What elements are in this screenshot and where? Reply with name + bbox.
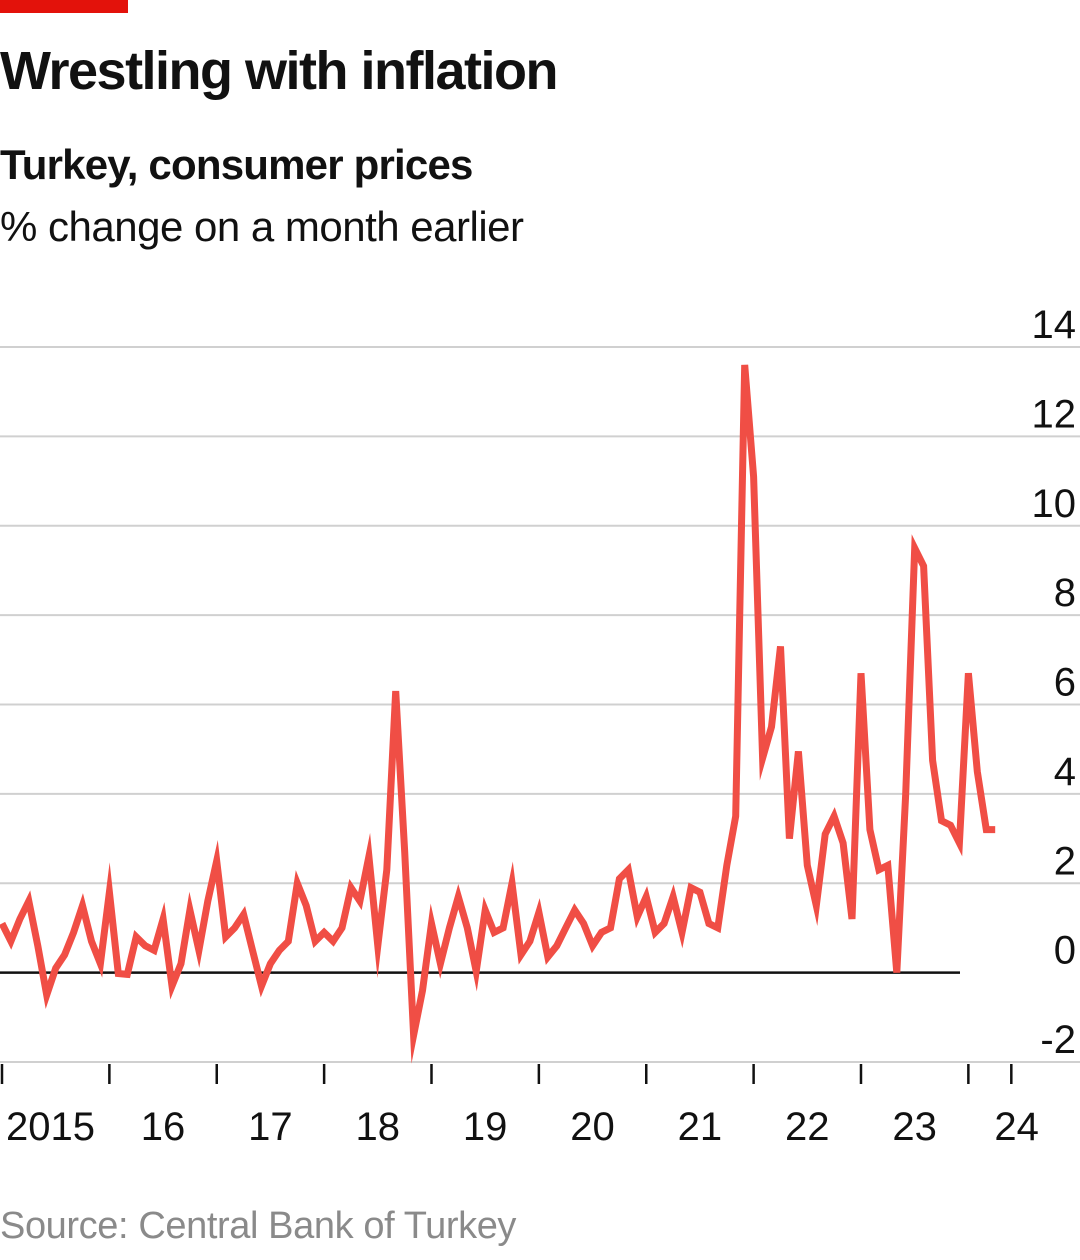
x-tick-label-23: 23: [892, 1105, 937, 1149]
chart-subtitle: Turkey, consumer prices: [0, 141, 473, 188]
series-line-0: [0, 364, 996, 1064]
accent-bar: [0, 0, 128, 13]
y-axis-labels: -2 0 2 4 6 8 10 12 14: [1032, 303, 1077, 1062]
x-tick-label-19: 19: [463, 1105, 508, 1149]
x-tick-label-20: 20: [570, 1105, 615, 1149]
x-tick-label-22: 22: [785, 1105, 830, 1149]
y-tick-label-12: 12: [1032, 392, 1077, 436]
y-tick-label-6: 6: [1054, 661, 1076, 705]
y-tick-label-8: 8: [1054, 571, 1076, 615]
x-tick-label-17: 17: [248, 1105, 293, 1149]
x-tick-label-2015: 2015: [6, 1105, 95, 1149]
x-axis: 2015 16 17 18 19 20 21 22 23 24: [0, 1064, 1039, 1149]
x-tick-label-24: 24: [994, 1105, 1039, 1149]
y-tick-label-2: 2: [1054, 839, 1076, 883]
x-tick-label-18: 18: [356, 1105, 401, 1149]
source-note: Source: Central Bank of Turkey: [0, 1205, 517, 1247]
y-tick-label-10: 10: [1032, 482, 1077, 526]
x-tick-label-16: 16: [141, 1105, 186, 1149]
y-tick-label--2: -2: [1040, 1018, 1076, 1062]
y-tick-label-0: 0: [1054, 929, 1076, 973]
x-tick-label-21: 21: [678, 1105, 723, 1149]
series-group: [0, 364, 996, 1064]
gridlines: [0, 346, 1080, 1063]
chart-title: Wrestling with inflation: [0, 41, 558, 101]
y-tick-label-4: 4: [1054, 750, 1076, 794]
y-tick-label-14: 14: [1032, 303, 1077, 347]
unit-label: % change on a month earlier: [0, 203, 524, 250]
